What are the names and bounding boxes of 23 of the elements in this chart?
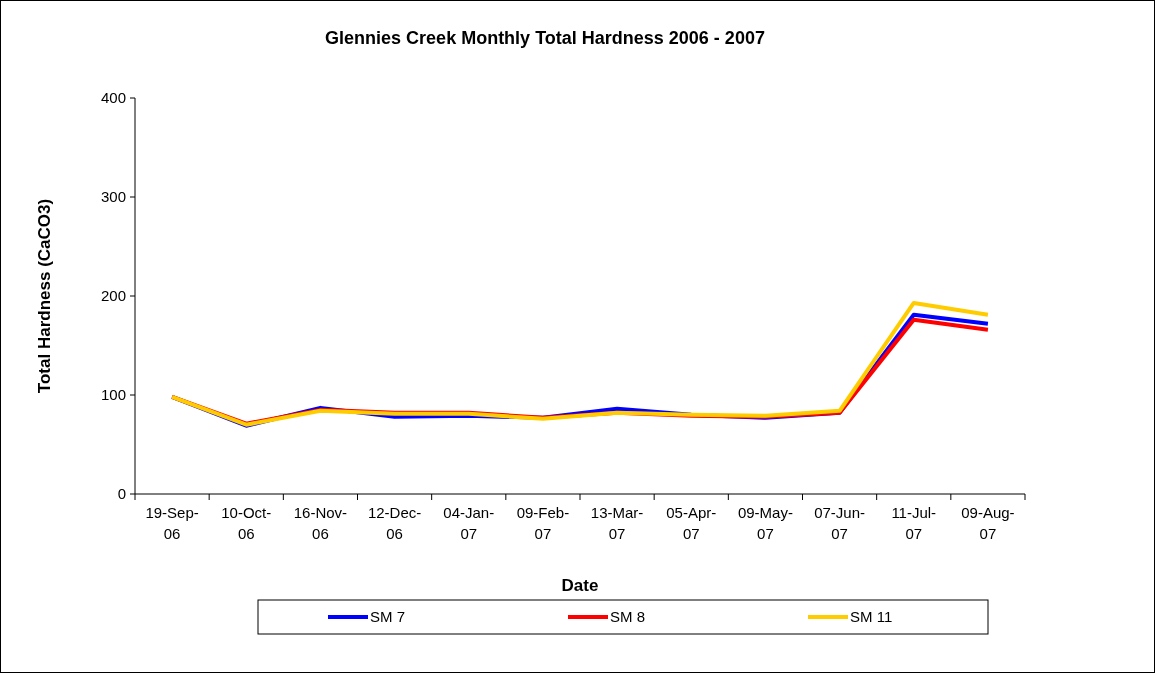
x-tick-label: 10-Oct-06 [221,504,272,542]
x-tick-label: 16-Nov-06 [293,504,348,542]
x-tick-label: 07-Jun-07 [814,504,866,542]
legend-label: SM 8 [610,608,646,626]
x-tick-label: 09-May-07 [737,504,793,542]
x-tick-label: 04-Jan-07 [443,504,495,542]
y-tick-label: 200 [100,287,126,305]
chart-title: Glennies Creek Monthly Total Hardness 2006 - 2007 [325,28,765,48]
x-tick-label: 12-Dec-06 [367,504,422,542]
x-tick-label: 11-Jul-07 [891,504,937,542]
x-tick-label: 09-Aug-07 [961,504,1015,542]
x-axis-title: Date [561,576,599,595]
y-tick-label: 0 [117,485,126,503]
y-tick-label: 400 [100,89,126,107]
y-tick-label: 100 [100,386,126,404]
legend-label: SM 11 [850,608,893,626]
x-tick-label: 05-Apr-07 [666,504,717,542]
y-axis-title: Total Hardness (CaCO3) [35,198,54,394]
x-tick-label: 09-Feb-07 [516,504,570,542]
x-tick-label: 13-Mar-07 [590,504,644,542]
legend-label: SM 7 [370,608,406,626]
y-tick-label: 300 [100,188,126,206]
x-tick-label: 19-Sep-06 [145,504,199,542]
